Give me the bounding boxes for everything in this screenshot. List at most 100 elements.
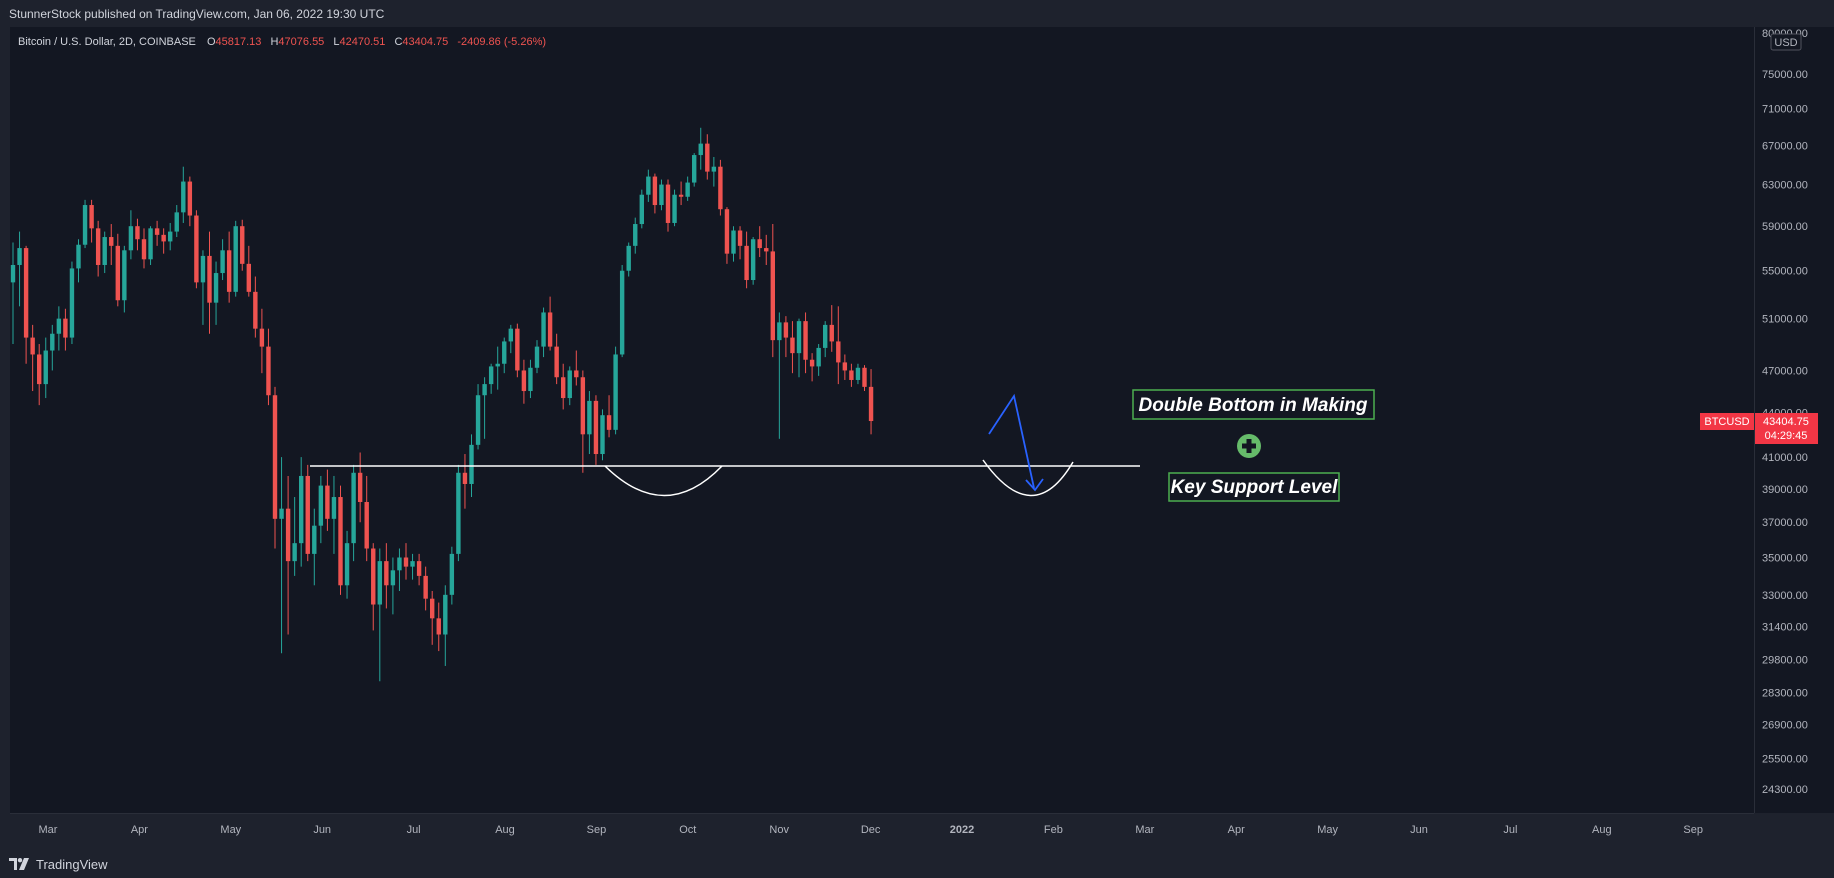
candle-body[interactable] — [678, 194, 684, 197]
candle-body[interactable] — [233, 226, 238, 292]
key-support-box[interactable] — [1168, 472, 1340, 502]
candle-body[interactable] — [547, 312, 553, 347]
candle-body[interactable] — [665, 184, 671, 223]
candle-body[interactable] — [95, 228, 101, 265]
candle-body[interactable] — [154, 228, 160, 235]
candle-body[interactable] — [836, 341, 841, 363]
candle-body[interactable] — [502, 341, 507, 364]
candle-body[interactable] — [868, 386, 874, 422]
candle-body[interactable] — [213, 273, 219, 303]
candle-body[interactable] — [508, 328, 513, 342]
candle-body[interactable] — [128, 226, 134, 251]
first-bottom-arc[interactable] — [604, 465, 723, 497]
candle-body[interactable] — [384, 561, 389, 586]
candle-body[interactable] — [619, 270, 625, 355]
candle-body[interactable] — [462, 472, 468, 484]
candle-body[interactable] — [37, 354, 42, 385]
candle-body[interactable] — [410, 561, 415, 567]
candle-body[interactable] — [253, 291, 258, 329]
candle-body[interactable] — [829, 324, 834, 342]
candle-body[interactable] — [220, 250, 225, 274]
candle-body[interactable] — [292, 543, 297, 562]
candle-body[interactable] — [705, 143, 710, 172]
candle-body[interactable] — [639, 194, 644, 225]
candle-body[interactable] — [803, 321, 808, 360]
candle-body[interactable] — [115, 245, 120, 301]
candle-body[interactable] — [495, 363, 500, 367]
candle-body[interactable] — [777, 322, 782, 341]
candle-body[interactable] — [521, 370, 527, 392]
candle-body[interactable] — [371, 548, 376, 605]
candle-body[interactable] — [161, 234, 166, 242]
candle-body[interactable] — [181, 181, 186, 213]
candle-body[interactable] — [750, 239, 756, 281]
candle-body[interactable] — [168, 231, 173, 242]
candle-body[interactable] — [10, 264, 16, 283]
candle-body[interactable] — [809, 359, 815, 367]
candle-body[interactable] — [685, 182, 690, 197]
projection-path[interactable] — [988, 393, 1035, 489]
candle-body[interactable] — [567, 370, 572, 399]
candle-body[interactable] — [731, 230, 736, 254]
tradingview-logo[interactable]: TradingView — [9, 856, 108, 872]
candle-body[interactable] — [633, 224, 638, 246]
candle-body[interactable] — [246, 263, 251, 292]
candle-body[interactable] — [299, 475, 304, 544]
currency-box[interactable] — [1770, 33, 1802, 51]
candle-body[interactable] — [475, 395, 481, 445]
candle-body[interactable] — [744, 245, 749, 281]
candle-body[interactable] — [259, 328, 265, 347]
candle-body[interactable] — [600, 415, 605, 455]
candle-body[interactable] — [469, 444, 474, 484]
candle-body[interactable] — [849, 370, 854, 380]
candle-body[interactable] — [593, 400, 599, 455]
candle-body[interactable] — [587, 400, 592, 435]
candle-body[interactable] — [646, 176, 651, 195]
candle-body[interactable] — [357, 472, 363, 502]
candle-body[interactable] — [272, 395, 278, 519]
candle-body[interactable] — [305, 475, 310, 554]
candle-body[interactable] — [436, 618, 441, 635]
candle-body[interactable] — [240, 226, 245, 264]
candle-body[interactable] — [430, 598, 435, 619]
candle-body[interactable] — [613, 354, 618, 430]
candle-body[interactable] — [698, 143, 703, 156]
candle-body[interactable] — [534, 346, 540, 368]
candle-body[interactable] — [554, 346, 559, 378]
candle-body[interactable] — [135, 226, 140, 240]
candle-body[interactable] — [200, 255, 206, 283]
candle-body[interactable] — [626, 245, 631, 271]
candle-body[interactable] — [764, 248, 769, 252]
candle-body[interactable] — [737, 230, 743, 246]
candle-body[interactable] — [325, 485, 330, 519]
candle-body[interactable] — [344, 543, 350, 586]
candle-body[interactable] — [109, 237, 114, 246]
candle-body[interactable] — [855, 367, 861, 380]
candle-body[interactable] — [606, 415, 612, 430]
candle-body[interactable] — [279, 508, 284, 519]
candle-body[interactable] — [528, 367, 533, 392]
candle-body[interactable] — [50, 333, 55, 351]
candle-body[interactable] — [416, 561, 422, 576]
candle-body[interactable] — [561, 377, 566, 399]
candle-body[interactable] — [574, 370, 579, 378]
second-bottom-arc[interactable] — [982, 459, 1074, 497]
candle-body[interactable] — [816, 347, 821, 367]
candle-body[interactable] — [82, 205, 88, 245]
candle-body[interactable] — [790, 337, 795, 354]
candle-body[interactable] — [56, 318, 62, 334]
candle-body[interactable] — [377, 561, 382, 605]
candle-body[interactable] — [580, 377, 586, 435]
candle-body[interactable] — [397, 557, 402, 571]
candle-body[interactable] — [364, 501, 369, 549]
candle-body[interactable] — [482, 384, 487, 396]
candle-body[interactable] — [692, 155, 697, 183]
candle-body[interactable] — [148, 228, 153, 260]
candle-body[interactable] — [456, 472, 461, 554]
candle-body[interactable] — [102, 237, 107, 265]
candle-body[interactable] — [449, 553, 455, 595]
candle-body[interactable] — [488, 366, 494, 385]
candle-body[interactable] — [443, 594, 448, 635]
candle-body[interactable] — [187, 181, 193, 216]
candle-body[interactable] — [783, 322, 789, 338]
